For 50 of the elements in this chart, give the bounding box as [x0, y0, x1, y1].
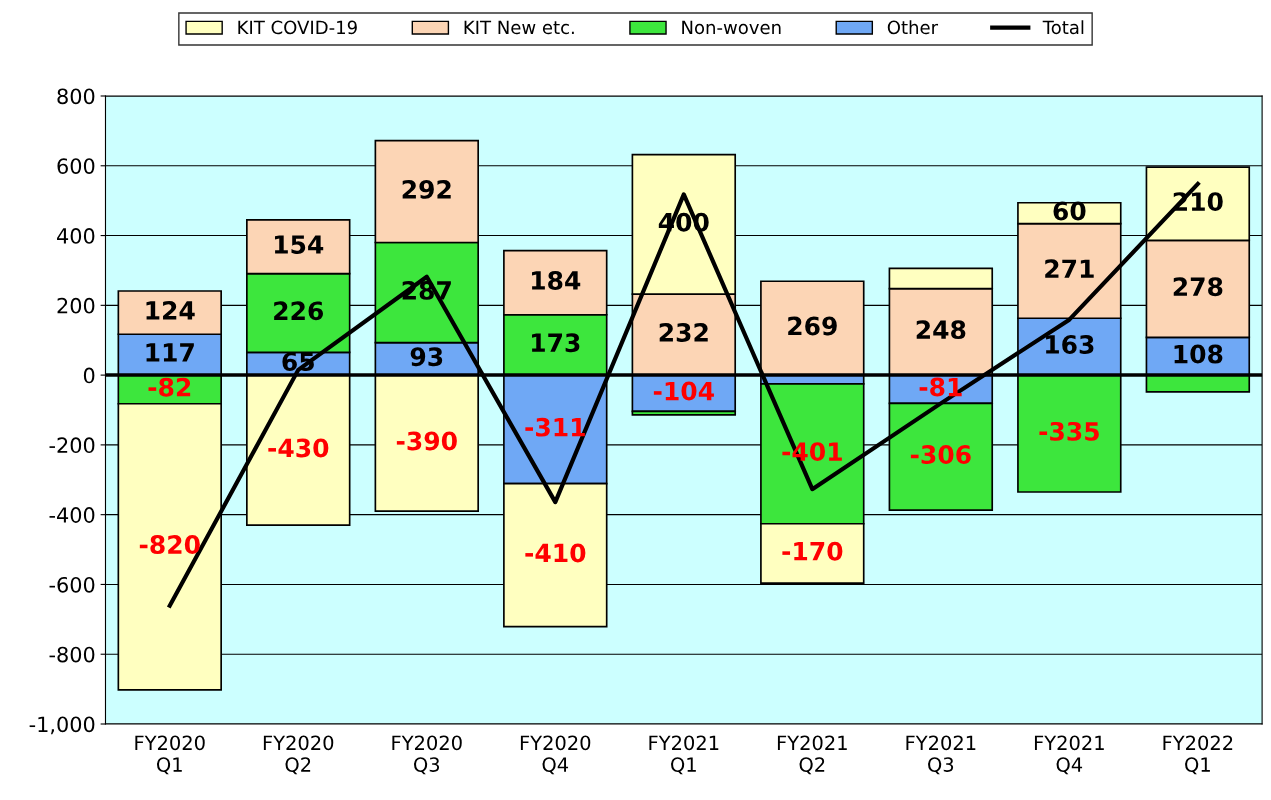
legend-label: KIT New etc. [464, 20, 574, 35]
y-tick-label: 600 [57, 158, 95, 174]
data-label: 232 [659, 322, 708, 342]
x-tick-label: FY2020 Q3 [392, 735, 462, 775]
data-label: -430 [268, 438, 329, 458]
data-label: 108 [1174, 344, 1223, 364]
x-tick-label: FY2021 Q1 [649, 735, 719, 775]
data-label: -820 [139, 535, 200, 555]
data-label: 271 [1045, 259, 1094, 278]
data-label: -306 [910, 445, 971, 465]
data-label: 93 [410, 347, 443, 367]
x-tick-label: FY2020 Q1 [135, 735, 205, 775]
data-label: 248 [916, 320, 966, 340]
x-tick-label: FY2021 Q2 [777, 735, 847, 775]
data-label: 163 [1046, 335, 1094, 354]
y-tick-label: -600 [49, 576, 95, 593]
data-label: 184 [532, 271, 581, 290]
x-tick-label: FY2020 Q2 [263, 735, 334, 775]
data-label: -104 [653, 381, 714, 401]
data-label: 117 [146, 343, 194, 362]
x-tick-label: FY2021 Q3 [906, 735, 976, 775]
data-label: 292 [402, 179, 451, 199]
y-tick-label: 200 [57, 297, 95, 314]
y-tick-label: 400 [57, 228, 95, 244]
y-tick-label: 800 [57, 88, 95, 105]
data-label: -82 [148, 377, 191, 397]
data-label: 124 [146, 301, 195, 320]
legend-label: Total [1042, 20, 1084, 35]
data-label: -410 [525, 543, 586, 563]
legend-label: Other [887, 20, 939, 35]
y-tick-label: 0 [83, 367, 95, 384]
data-label: -390 [396, 431, 457, 451]
data-label: 154 [274, 235, 324, 254]
data-label: 226 [274, 301, 324, 321]
data-label: -311 [525, 417, 585, 437]
y-tick-label: -1,000 [29, 716, 95, 735]
legend-label: Non-woven [682, 20, 781, 35]
x-tick-label: FY2022 Q1 [1163, 735, 1233, 775]
legend-label: KIT COVID-19 [238, 20, 357, 35]
x-tick-label: FY2021 Q4 [1034, 735, 1104, 775]
data-label: -81 [919, 377, 962, 397]
y-tick-label: -800 [49, 646, 95, 663]
y-tick-label: -400 [49, 507, 95, 523]
data-label: -335 [1039, 421, 1099, 441]
x-tick-label: FY2020 Q4 [520, 735, 591, 775]
data-label: 269 [788, 316, 837, 336]
data-label: 173 [532, 333, 580, 353]
y-tick-label: -200 [49, 437, 95, 454]
data-label: -170 [782, 541, 843, 561]
data-label: 278 [1173, 277, 1223, 297]
